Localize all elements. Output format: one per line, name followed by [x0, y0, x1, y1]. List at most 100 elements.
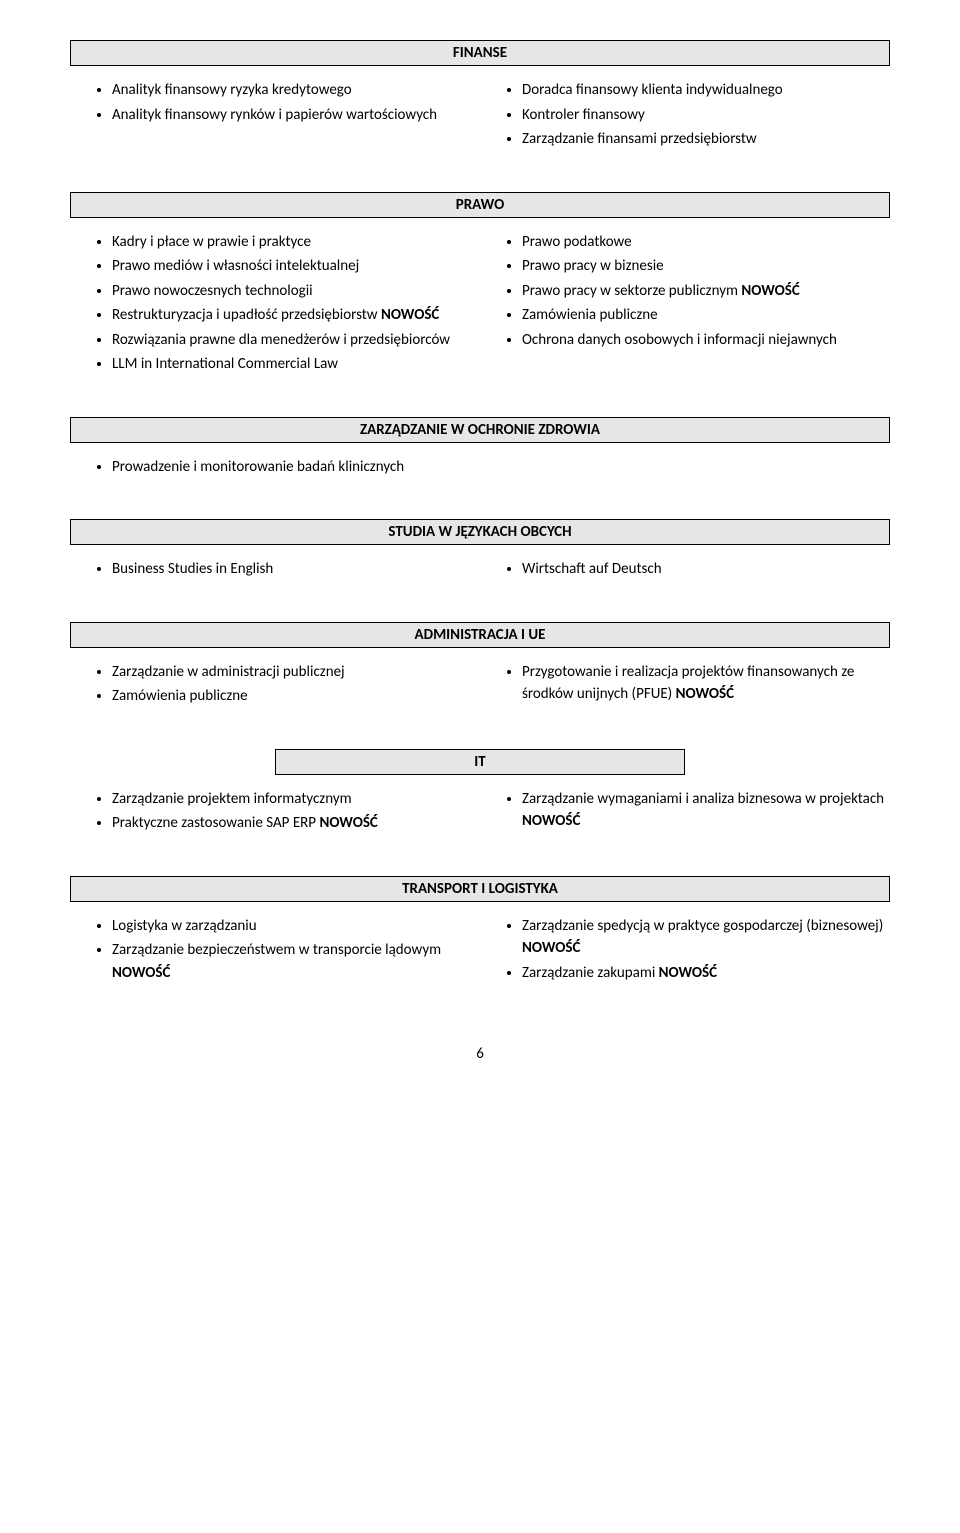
item-text: Zarządzanie bezpieczeństwem w transporci… [112, 941, 441, 959]
list-it-left: Zarządzanie projektem informatycznym Pra… [70, 787, 480, 836]
item-text: Zarządzanie wymaganiami i analiza biznes… [522, 790, 884, 808]
item-text: Kontroler finansowy [522, 106, 645, 124]
list-prawo-left: Kadry i płace w prawie i praktyce Prawo … [70, 230, 480, 377]
list-item: Zarządzanie wymaganiami i analiza biznes… [522, 787, 890, 834]
list-item: Prawo pracy w sektorze publicznym NOWOŚĆ [522, 279, 890, 304]
badge-nowosc: NOWOŚĆ [659, 964, 717, 982]
list-item: Analityk finansowy ryzyka kredytowego [112, 78, 480, 103]
item-text: Prawo pracy w sektorze publicznym [522, 282, 738, 300]
list-item: Business Studies in English [112, 557, 480, 582]
item-text: Wirtschaft auf Deutsch [522, 560, 662, 578]
list-item: Prawo mediów i własności intelektualnej [112, 254, 480, 279]
list-item: Logistyka w zarządzaniu [112, 914, 480, 939]
list-item: Kontroler finansowy [522, 103, 890, 128]
list-it-right: Zarządzanie wymaganiami i analiza biznes… [480, 787, 890, 834]
col-right: Wirtschaft auf Deutsch [480, 557, 890, 582]
section-header-it: IT [275, 749, 685, 775]
list-item: Rozwiązania prawne dla menedżerów i prze… [112, 328, 480, 353]
list-item: Ochrona danych osobowych i informacji ni… [522, 328, 890, 353]
col-right: Zarządzanie wymaganiami i analiza biznes… [480, 787, 890, 836]
list-item: Zamówienia publiczne [112, 684, 480, 709]
col-left: Kadry i płace w prawie i praktyce Prawo … [70, 230, 480, 377]
badge-nowosc: NOWOŚĆ [741, 282, 799, 300]
list-transport-right: Zarządzanie spedycją w praktyce gospodar… [480, 914, 890, 986]
item-text: Prowadzenie i monitorowanie badań klinic… [112, 458, 404, 476]
list-jezyki-right: Wirtschaft auf Deutsch [480, 557, 890, 582]
item-text: Zarządzanie w administracji publicznej [112, 663, 345, 681]
list-item: LLM in International Commercial Law [112, 352, 480, 377]
list-item: Wirtschaft auf Deutsch [522, 557, 890, 582]
section-body-transport: Logistyka w zarządzaniu Zarządzanie bezp… [70, 914, 890, 986]
list-item: Prowadzenie i monitorowanie badań klinic… [112, 455, 890, 480]
item-text: Analityk finansowy ryzyka kredytowego [112, 81, 352, 99]
col-left: Logistyka w zarządzaniu Zarządzanie bezp… [70, 914, 480, 986]
col-right: Prawo podatkowe Prawo pracy w biznesie P… [480, 230, 890, 377]
list-item: Zamówienia publiczne [522, 303, 890, 328]
badge-nowosc: NOWOŚĆ [381, 306, 439, 324]
list-item: Restrukturyzacja i upadłość przedsiębior… [112, 303, 480, 328]
item-text: Ochrona danych osobowych i informacji ni… [522, 331, 837, 349]
list-item: Zarządzanie finansami przedsiębiorstw [522, 127, 890, 152]
col-right: Przygotowanie i realizacja projektów fin… [480, 660, 890, 709]
section-body-it: Zarządzanie projektem informatycznym Pra… [70, 787, 890, 836]
col-left: Analityk finansowy ryzyka kredytowego An… [70, 78, 480, 152]
item-text: Zarządzanie spedycją w praktyce gospodar… [522, 917, 883, 935]
list-item: Zarządzanie spedycją w praktyce gospodar… [522, 914, 890, 961]
item-text: Prawo podatkowe [522, 233, 632, 251]
section-body-admin: Zarządzanie w administracji publicznej Z… [70, 660, 890, 709]
item-text: Praktyczne zastosowanie SAP ERP [112, 814, 316, 832]
col-right: Doradca finansowy klienta indywidualnego… [480, 78, 890, 152]
item-text: Zarządzanie zakupami [522, 964, 659, 982]
col-left: Zarządzanie projektem informatycznym Pra… [70, 787, 480, 836]
list-admin-right: Przygotowanie i realizacja projektów fin… [480, 660, 890, 707]
item-text: Business Studies in English [112, 560, 273, 578]
section-header-transport: TRANSPORT I LOGISTYKA [70, 876, 890, 902]
item-text: Zarządzanie projektem informatycznym [112, 790, 352, 808]
list-transport-left: Logistyka w zarządzaniu Zarządzanie bezp… [70, 914, 480, 986]
item-text: Restrukturyzacja i upadłość przedsiębior… [112, 306, 378, 324]
col-left: Zarządzanie w administracji publicznej Z… [70, 660, 480, 709]
badge-nowosc: NOWOŚĆ [522, 812, 580, 830]
section-header-zdrowie: ZARZĄDZANIE W OCHRONIE ZDROWIA [70, 417, 890, 443]
item-text: Prawo pracy w biznesie [522, 257, 664, 275]
item-text: Rozwiązania prawne dla menedżerów i prze… [112, 331, 450, 349]
item-text: Logistyka w zarządzaniu [112, 917, 257, 935]
list-admin-left: Zarządzanie w administracji publicznej Z… [70, 660, 480, 709]
section-body-finanse: Analityk finansowy ryzyka kredytowego An… [70, 78, 890, 152]
badge-nowosc: NOWOŚĆ [319, 814, 377, 832]
list-item: Przygotowanie i realizacja projektów fin… [522, 660, 890, 707]
section-body-zdrowie: Prowadzenie i monitorowanie badań klinic… [70, 455, 890, 480]
item-text: Zarządzanie finansami przedsiębiorstw [522, 130, 757, 148]
list-zdrowie: Prowadzenie i monitorowanie badań klinic… [70, 455, 890, 480]
section-body-prawo: Kadry i płace w prawie i praktyce Prawo … [70, 230, 890, 377]
section-header-prawo: PRAWO [70, 192, 890, 218]
list-item: Zarządzanie w administracji publicznej [112, 660, 480, 685]
list-item: Analityk finansowy rynków i papierów war… [112, 103, 480, 128]
list-item: Zarządzanie projektem informatycznym [112, 787, 480, 812]
list-finanse-left: Analityk finansowy ryzyka kredytowego An… [70, 78, 480, 127]
item-text: Doradca finansowy klienta indywidualnego [522, 81, 783, 99]
col-right: Zarządzanie spedycją w praktyce gospodar… [480, 914, 890, 986]
item-text: Prawo nowoczesnych technologii [112, 282, 313, 300]
item-text: Zamówienia publiczne [112, 687, 248, 705]
section-header-finanse: FINANSE [70, 40, 890, 66]
list-item: Zarządzanie bezpieczeństwem w transporci… [112, 938, 480, 985]
list-item: Doradca finansowy klienta indywidualnego [522, 78, 890, 103]
list-item: Kadry i płace w prawie i praktyce [112, 230, 480, 255]
item-text: Prawo mediów i własności intelektualnej [112, 257, 359, 275]
list-jezyki-left: Business Studies in English [70, 557, 480, 582]
section-body-jezyki: Business Studies in English Wirtschaft a… [70, 557, 890, 582]
section-header-jezyki: STUDIA W JĘZYKACH OBCYCH [70, 519, 890, 545]
item-text: Kadry i płace w prawie i praktyce [112, 233, 311, 251]
section-header-admin: ADMINISTRACJA I UE [70, 622, 890, 648]
col-left: Business Studies in English [70, 557, 480, 582]
list-item: Zarządzanie zakupami NOWOŚĆ [522, 961, 890, 986]
item-text: Zamówienia publiczne [522, 306, 658, 324]
badge-nowosc: NOWOŚĆ [522, 939, 580, 957]
list-item: Prawo pracy w biznesie [522, 254, 890, 279]
list-item: Praktyczne zastosowanie SAP ERP NOWOŚĆ [112, 811, 480, 836]
badge-nowosc: NOWOŚĆ [112, 964, 170, 982]
item-text: LLM in International Commercial Law [112, 355, 338, 373]
list-finanse-right: Doradca finansowy klienta indywidualnego… [480, 78, 890, 152]
badge-nowosc: NOWOŚĆ [676, 685, 734, 703]
